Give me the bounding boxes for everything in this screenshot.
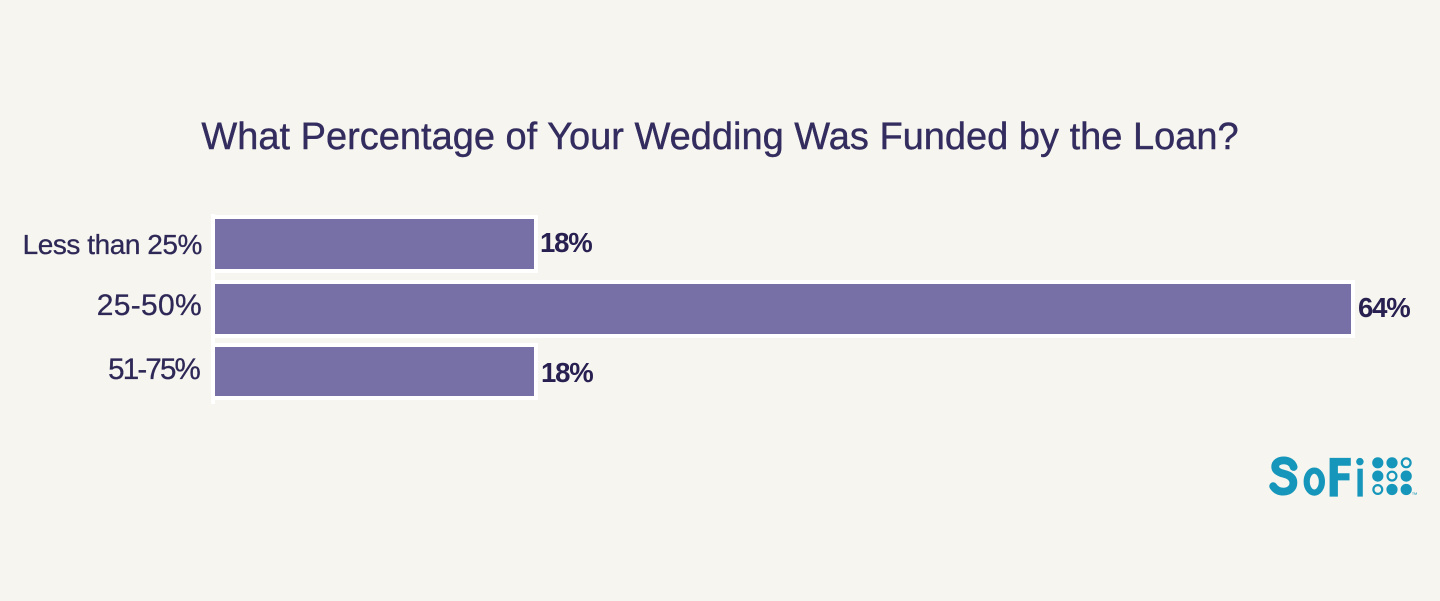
svg-text:™: ™ [1412,492,1418,499]
